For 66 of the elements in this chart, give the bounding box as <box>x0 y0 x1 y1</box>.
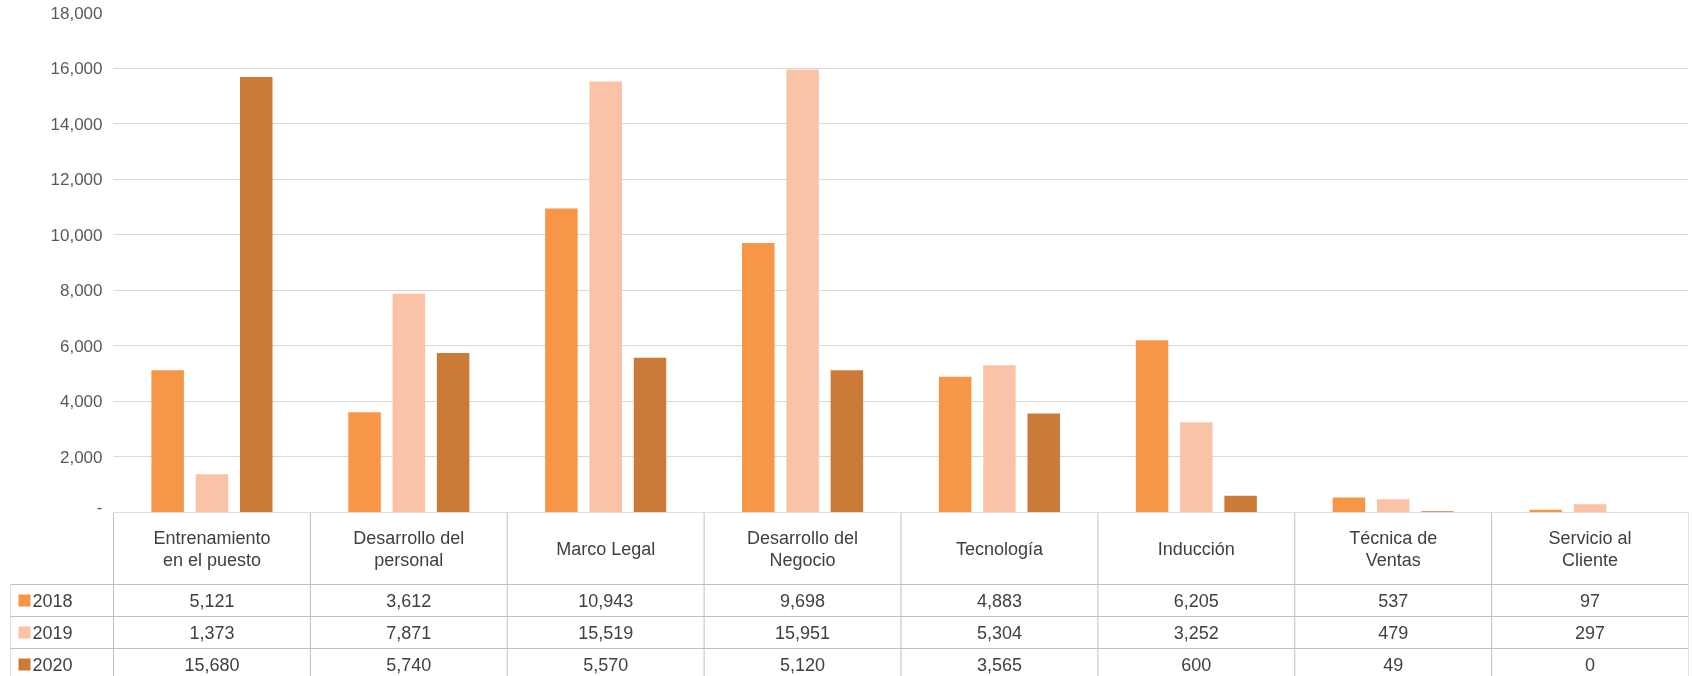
x-tick-label: Marco Legal <box>556 538 656 559</box>
y-tick-label: 2,000 <box>59 447 103 467</box>
data-label: 15,519 <box>578 623 634 643</box>
y-tick-label: 10,000 <box>50 225 103 245</box>
bar <box>545 208 578 512</box>
bar <box>589 81 622 512</box>
data-label: 6,205 <box>1173 591 1219 611</box>
data-label: 1,373 <box>189 623 235 643</box>
x-tick-label: Desarrollo del Negocio <box>747 527 859 570</box>
bar <box>348 412 381 512</box>
data-label: 4,883 <box>976 591 1022 611</box>
bar <box>151 370 184 512</box>
data-label: 479 <box>1378 623 1409 643</box>
bar <box>1224 495 1257 512</box>
bar <box>195 474 229 512</box>
data-label: 5,121 <box>189 591 235 611</box>
bar <box>1376 499 1410 512</box>
y-tick-label: 18,000 <box>50 3 103 23</box>
data-label: 15,951 <box>775 623 831 643</box>
data-label: 5,304 <box>976 623 1022 643</box>
y-tick-label: 16,000 <box>50 59 103 79</box>
y-tick-label: - <box>96 497 103 517</box>
data-label: 3,612 <box>386 591 432 611</box>
bar <box>1027 413 1060 512</box>
data-label: 49 <box>1383 655 1404 675</box>
x-tick-label: Inducción <box>1157 538 1235 559</box>
bar <box>1573 504 1607 512</box>
x-tick-label: Entrenamiento en el puesto <box>153 527 271 570</box>
data-label: 5,120 <box>780 655 826 675</box>
data-label: 97 <box>1580 591 1601 611</box>
x-tick-label: Técnica de Ventas <box>1349 527 1438 570</box>
bar <box>436 353 470 512</box>
data-label: 9,698 <box>780 591 826 611</box>
x-tick-label: Tecnología <box>955 538 1044 559</box>
legend-label: 2020 <box>32 655 73 675</box>
bar <box>742 243 775 512</box>
bar <box>392 293 426 512</box>
data-label: 7,871 <box>386 623 432 643</box>
data-label: 3,565 <box>976 655 1022 675</box>
bar <box>239 76 273 512</box>
bar <box>633 357 667 512</box>
bar <box>938 376 972 512</box>
data-label: 537 <box>1378 591 1409 611</box>
bar <box>1529 509 1563 512</box>
bar <box>983 365 1016 512</box>
y-tick-label: 6,000 <box>59 336 103 356</box>
y-tick-label: 8,000 <box>59 281 103 301</box>
bar <box>830 370 864 512</box>
bar <box>1180 422 1213 512</box>
data-label: 600 <box>1181 655 1212 675</box>
bar <box>1135 340 1169 512</box>
y-tick-label: 12,000 <box>50 170 103 190</box>
data-label: 5,740 <box>386 655 432 675</box>
x-tick-label: Desarrollo del personal <box>353 527 465 570</box>
x-tick-label: Servicio al Cliente <box>1548 527 1632 570</box>
data-label: 15,680 <box>184 655 240 675</box>
y-tick-label: 14,000 <box>50 114 103 134</box>
y-tick-label: 4,000 <box>59 392 103 412</box>
bar <box>1332 497 1366 512</box>
data-label: 3,252 <box>1173 623 1219 643</box>
data-label: 10,943 <box>578 591 634 611</box>
legend-label: 2019 <box>32 623 73 643</box>
data-label: 0 <box>1585 655 1596 675</box>
data-label: 5,570 <box>583 655 629 675</box>
data-label: 297 <box>1575 623 1606 643</box>
legend-label: 2018 <box>32 591 73 611</box>
